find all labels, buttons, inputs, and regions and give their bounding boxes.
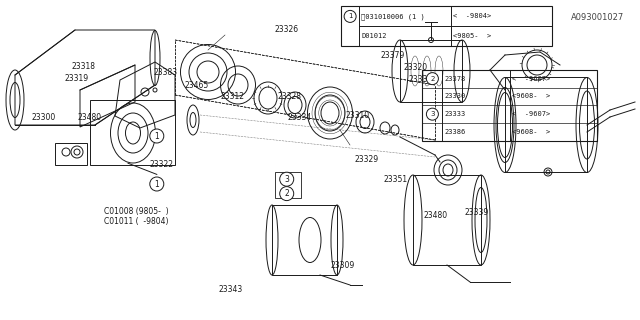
Text: 23351: 23351 bbox=[383, 175, 408, 184]
Text: 3: 3 bbox=[430, 111, 435, 117]
Text: 1: 1 bbox=[154, 180, 159, 188]
Text: 23333: 23333 bbox=[444, 111, 466, 117]
Text: C01011 (  -9804): C01011 ( -9804) bbox=[104, 217, 168, 226]
Text: D01012: D01012 bbox=[361, 33, 387, 39]
Bar bbox=[272, 205, 337, 275]
Text: 2: 2 bbox=[430, 76, 435, 82]
Text: 23319: 23319 bbox=[65, 74, 89, 83]
Text: 23330: 23330 bbox=[444, 93, 466, 100]
Text: 23480: 23480 bbox=[423, 211, 447, 220]
Circle shape bbox=[426, 108, 438, 120]
Text: 23318: 23318 bbox=[71, 62, 95, 71]
Text: <9608-  >: <9608- > bbox=[513, 93, 550, 100]
Bar bbox=[400, 40, 462, 102]
Circle shape bbox=[280, 187, 294, 201]
Text: <9608-  >: <9608- > bbox=[513, 129, 550, 135]
Text: 23378: 23378 bbox=[444, 76, 466, 82]
Text: 23386: 23386 bbox=[444, 129, 466, 135]
Text: 1: 1 bbox=[348, 13, 353, 20]
Bar bbox=[413, 175, 481, 265]
Text: A093001027: A093001027 bbox=[571, 13, 624, 22]
Text: <  -9607>: < -9607> bbox=[513, 111, 550, 117]
Text: <  -9607>: < -9607> bbox=[513, 76, 550, 82]
Bar bbox=[275, 172, 301, 198]
Circle shape bbox=[280, 172, 294, 186]
Text: 3: 3 bbox=[284, 175, 289, 184]
Bar bbox=[505, 77, 587, 172]
Circle shape bbox=[150, 129, 164, 143]
Text: 23383: 23383 bbox=[153, 68, 177, 76]
Text: 2: 2 bbox=[284, 189, 289, 198]
Text: 23329: 23329 bbox=[355, 155, 379, 164]
Text: C01008 (9805-  ): C01008 (9805- ) bbox=[104, 207, 168, 216]
Text: 23343: 23343 bbox=[218, 285, 243, 294]
Text: 23310: 23310 bbox=[345, 111, 369, 120]
Text: 23379: 23379 bbox=[380, 51, 404, 60]
Text: 23326: 23326 bbox=[274, 25, 298, 34]
Text: 23300: 23300 bbox=[31, 113, 56, 122]
Text: 23480: 23480 bbox=[77, 113, 102, 122]
Text: 23465: 23465 bbox=[184, 81, 209, 90]
Text: Ⓢ031010006 (1 ): Ⓢ031010006 (1 ) bbox=[361, 13, 425, 20]
Bar bbox=[422, 70, 597, 141]
Text: <  -9804>: < -9804> bbox=[453, 13, 492, 20]
Text: <9805-  >: <9805- > bbox=[453, 33, 492, 39]
Text: 1: 1 bbox=[154, 132, 159, 140]
Bar bbox=[341, 6, 552, 46]
Bar bbox=[55, 143, 87, 165]
Circle shape bbox=[344, 11, 356, 22]
Text: 23337: 23337 bbox=[409, 75, 433, 84]
Text: 23334: 23334 bbox=[287, 113, 312, 122]
Bar bbox=[90, 100, 175, 165]
Text: 23328: 23328 bbox=[278, 92, 302, 101]
Text: 23339: 23339 bbox=[465, 208, 489, 217]
Circle shape bbox=[150, 177, 164, 191]
Circle shape bbox=[426, 73, 438, 84]
Text: 23312: 23312 bbox=[220, 92, 244, 101]
Text: 23322: 23322 bbox=[150, 160, 174, 169]
Text: 23309: 23309 bbox=[330, 261, 355, 270]
Text: 23320: 23320 bbox=[404, 63, 428, 72]
